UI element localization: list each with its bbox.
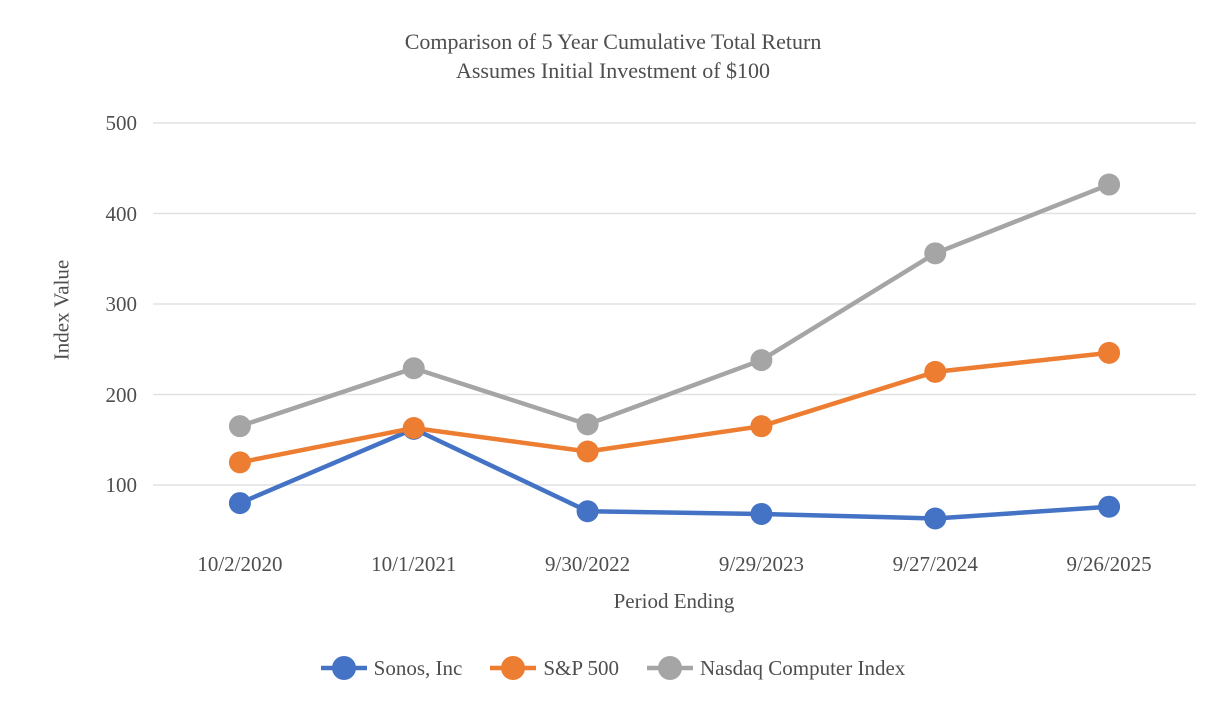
y-tick-label: 100 (105, 473, 138, 497)
data-point-marker (576, 440, 599, 463)
x-tick-label: 9/26/2025 (1066, 552, 1152, 576)
data-point-marker (750, 349, 773, 372)
data-point-marker (402, 416, 425, 439)
data-point-marker (402, 357, 425, 380)
legend-label: Sonos, Inc (373, 655, 463, 680)
plot-area (153, 122, 1196, 530)
series-line (239, 426, 1110, 521)
x-tick-label: 10/1/2021 (371, 552, 457, 576)
y-tick-label: 500 (105, 111, 138, 135)
x-axis-title: Period Ending (613, 589, 735, 613)
data-point-marker (924, 242, 947, 265)
legend-marker-icon (320, 656, 367, 680)
legend-item: Sonos, Inc (320, 653, 463, 683)
data-point-marker (1098, 173, 1121, 196)
chart-title-line2: Assumes Initial Investment of $100 (455, 58, 771, 83)
data-point-marker (750, 415, 773, 438)
legend-label: S&P 500 (543, 655, 620, 680)
y-tick-label: 400 (105, 201, 138, 226)
x-tick-label: 9/27/2024 (892, 552, 978, 576)
data-point-marker (576, 500, 599, 523)
chart-title: Comparison of 5 Year Cumulative Total Re… (0, 27, 1226, 85)
data-point-marker (576, 413, 599, 436)
data-point-marker (1098, 495, 1121, 518)
data-point-marker (228, 451, 251, 474)
chart-legend: Sonos, Inc S&P 500 Nasdaq Computer Index (0, 653, 1226, 683)
data-point-marker (1098, 341, 1121, 364)
y-axis-title: Index Value (49, 259, 74, 361)
y-tick-label: 200 (105, 382, 138, 407)
x-tick-label: 10/2/2020 (197, 552, 283, 576)
data-point-marker (228, 492, 251, 515)
series-line (239, 350, 1110, 465)
legend-marker-icon (490, 656, 537, 680)
data-point-marker (228, 415, 251, 438)
legend-marker-icon (647, 656, 694, 680)
legend-item: Nasdaq Computer Index (647, 653, 905, 683)
chart-title-line1: Comparison of 5 Year Cumulative Total Re… (404, 29, 822, 54)
x-tick-label: 9/30/2022 (544, 552, 631, 576)
legend-item: S&P 500 (490, 653, 619, 683)
series-line (239, 182, 1110, 429)
data-point-marker (924, 360, 947, 383)
legend-label: Nasdaq Computer Index (700, 655, 906, 680)
x-tick-label: 9/29/2023 (718, 552, 804, 576)
y-tick-label: 300 (105, 292, 138, 316)
data-point-marker (924, 507, 947, 530)
data-point-marker (750, 502, 773, 525)
